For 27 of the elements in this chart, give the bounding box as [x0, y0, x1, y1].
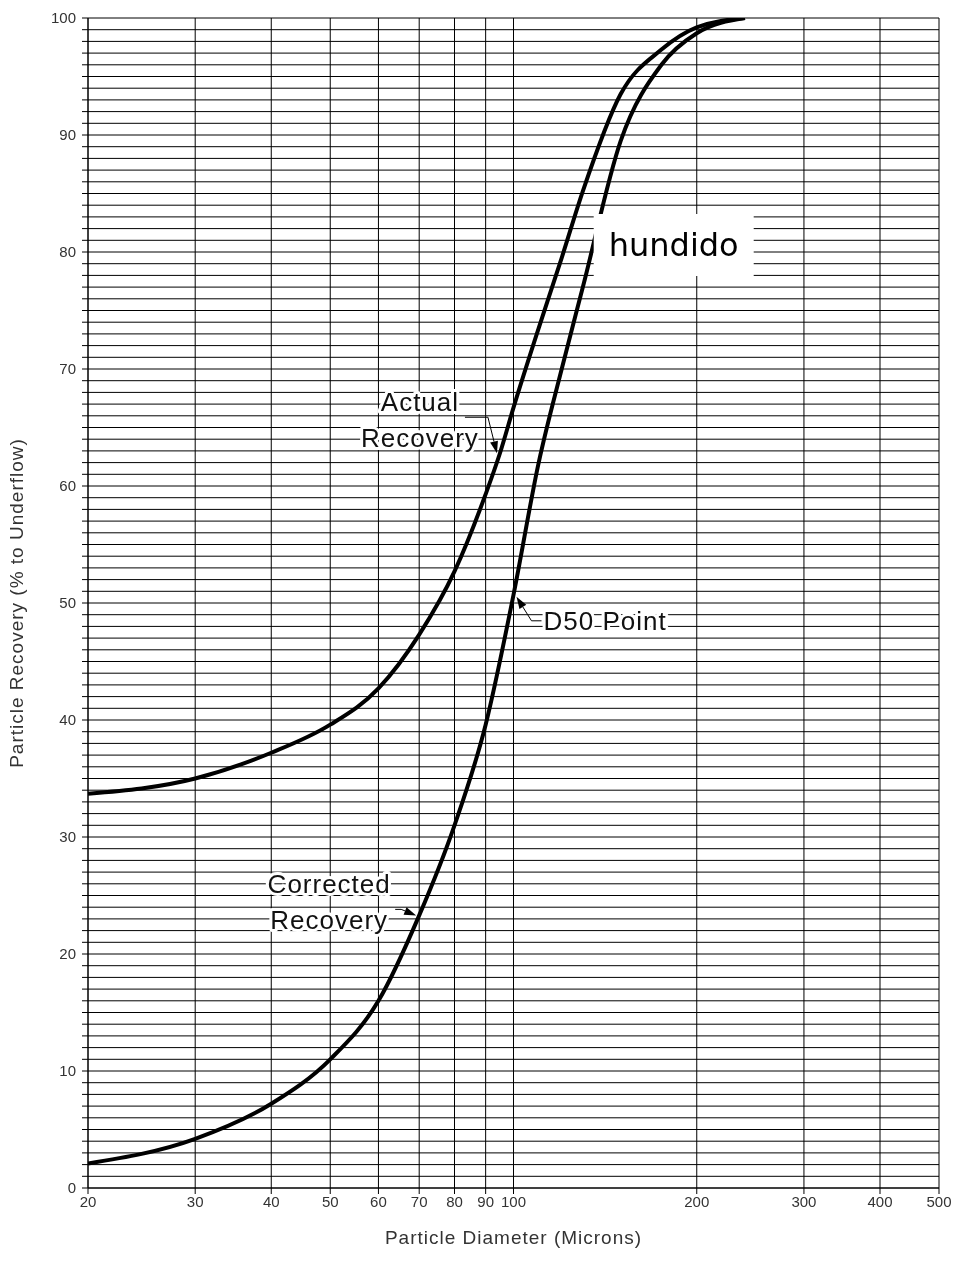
- y-axis-title: Particle Recovery (% to Underflow): [5, 438, 27, 768]
- y-tick-label: 70: [59, 360, 76, 378]
- y-tick-label: 60: [59, 477, 76, 495]
- x-tick-label: 500: [926, 1192, 952, 1210]
- y-tick-label: 40: [59, 711, 76, 729]
- x-tick-label: 400: [867, 1192, 893, 1210]
- x-tick-label: 90: [477, 1192, 494, 1210]
- x-tick-label: 80: [446, 1192, 463, 1210]
- y-tick-label: 50: [59, 594, 76, 612]
- x-tick-label: 30: [186, 1192, 204, 1210]
- y-tick-label: 20: [59, 945, 76, 963]
- x-tick-label: 70: [410, 1192, 428, 1210]
- x-tick-label: 100: [500, 1192, 527, 1210]
- x-axis-title: Particle Diameter (Microns): [384, 1227, 643, 1248]
- y-tick-label: 10: [59, 1062, 76, 1080]
- x-tick-label: 300: [791, 1192, 817, 1210]
- y-tick-label: 90: [59, 126, 76, 144]
- x-tick-label: 50: [321, 1192, 339, 1210]
- y-tick-label: 0: [67, 1179, 76, 1197]
- y-tick-label: 30: [59, 828, 76, 846]
- x-tick-label: 20: [79, 1192, 97, 1210]
- y-tick-label: 100: [50, 9, 76, 27]
- x-tick-label: 60: [370, 1192, 387, 1210]
- x-tick-label: 200: [684, 1192, 710, 1210]
- y-tick-label: 80: [59, 243, 76, 261]
- x-tick-label: 40: [262, 1192, 280, 1210]
- annotation: hundido: [608, 226, 739, 264]
